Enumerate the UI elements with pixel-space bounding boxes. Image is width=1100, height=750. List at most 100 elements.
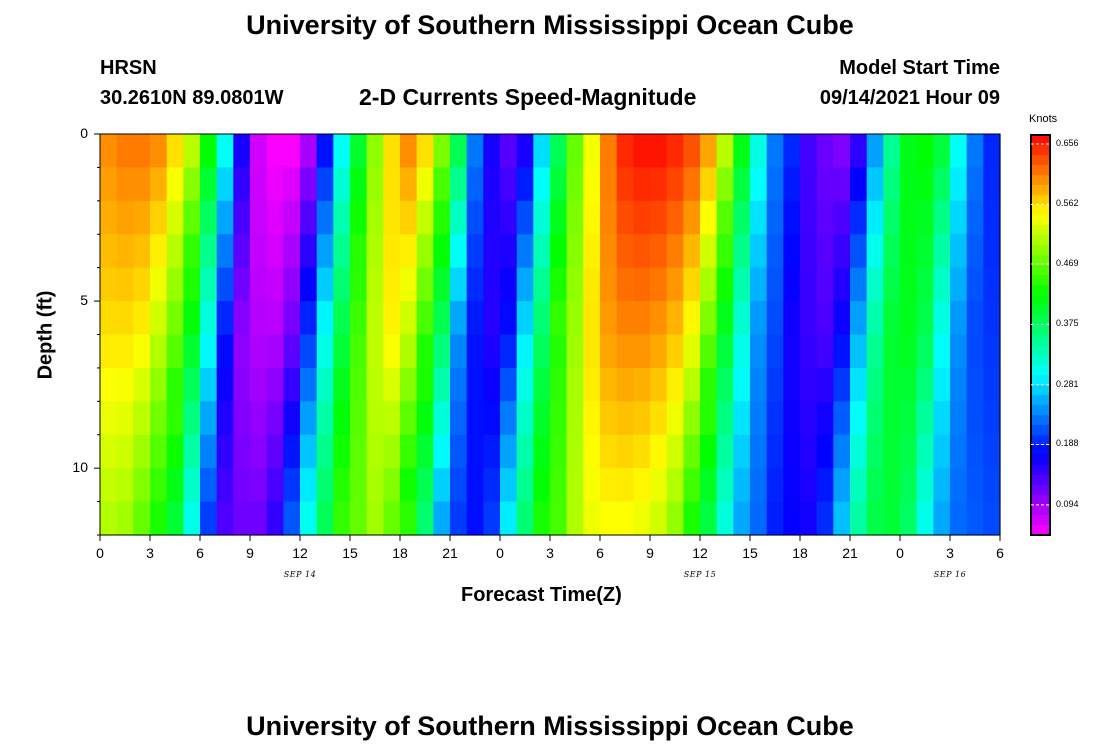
heatmap-cell bbox=[666, 234, 684, 269]
heatmap-cell bbox=[500, 267, 518, 302]
heatmap-cell bbox=[683, 468, 701, 503]
heatmap-cell bbox=[833, 301, 851, 336]
station-name: HRSN bbox=[100, 57, 157, 79]
heatmap-cell bbox=[550, 200, 568, 235]
page-title: University of Southern Mississippi Ocean… bbox=[246, 10, 854, 40]
heatmap-cell bbox=[150, 501, 168, 536]
heatmap-cell bbox=[266, 334, 284, 369]
heatmap-cell bbox=[900, 468, 918, 503]
heatmap-cell bbox=[950, 501, 968, 536]
heatmap-cell bbox=[733, 267, 751, 302]
colorbar-tick-label: 0.094 bbox=[1056, 498, 1079, 509]
x-tick-label: 0 bbox=[896, 545, 904, 561]
heatmap-cell bbox=[450, 267, 468, 302]
heatmap-cell bbox=[983, 200, 1001, 235]
heatmap-cell bbox=[983, 334, 1001, 369]
footer-title: University of Southern Mississippi Ocean… bbox=[246, 711, 854, 741]
heatmap-cell bbox=[483, 167, 501, 202]
heatmap-cell bbox=[616, 267, 634, 302]
heatmap-cell bbox=[166, 267, 184, 302]
heatmap-cell bbox=[600, 367, 618, 402]
heatmap-cell bbox=[283, 401, 301, 436]
heatmap-cell bbox=[833, 434, 851, 469]
heatmap-cell bbox=[766, 301, 784, 336]
heatmap-cell bbox=[500, 167, 518, 202]
heatmap-cell bbox=[600, 167, 618, 202]
heatmap-cell bbox=[666, 501, 684, 536]
heatmap-cell bbox=[300, 200, 318, 235]
heatmap-cell bbox=[800, 200, 818, 235]
heatmap-cell bbox=[366, 301, 384, 336]
heatmap-cell bbox=[716, 134, 734, 169]
heatmap-cell bbox=[600, 501, 618, 536]
heatmap-cell bbox=[950, 401, 968, 436]
heatmap-cell bbox=[733, 334, 751, 369]
heatmap-cell bbox=[833, 501, 851, 536]
heatmap-cell bbox=[350, 367, 368, 402]
heatmap-cell bbox=[583, 334, 601, 369]
x-tick-label: 12 bbox=[692, 545, 708, 561]
heatmap-cell bbox=[783, 468, 801, 503]
heatmap-cell bbox=[550, 334, 568, 369]
heatmap-cell bbox=[566, 434, 584, 469]
heatmap-cell bbox=[633, 301, 651, 336]
heatmap-cell bbox=[533, 367, 551, 402]
heatmap-cell bbox=[516, 134, 534, 169]
heatmap-cell bbox=[200, 234, 218, 269]
heatmap-cell bbox=[416, 501, 434, 536]
heatmap-cell bbox=[650, 134, 668, 169]
heatmap-cell bbox=[316, 267, 334, 302]
heatmap-cell bbox=[266, 401, 284, 436]
heatmap-cell bbox=[300, 334, 318, 369]
heatmap-cell bbox=[333, 200, 351, 235]
heatmap-cell bbox=[816, 434, 834, 469]
heatmap-cell bbox=[566, 501, 584, 536]
heatmap-cell bbox=[866, 267, 884, 302]
heatmap-cell bbox=[100, 501, 118, 536]
heatmap-cell bbox=[116, 401, 134, 436]
heatmap-cell bbox=[733, 134, 751, 169]
heatmap-cell bbox=[450, 334, 468, 369]
heatmap-cell bbox=[133, 167, 151, 202]
heatmap-cell bbox=[583, 367, 601, 402]
heatmap-cell bbox=[483, 334, 501, 369]
heatmap-cell bbox=[366, 267, 384, 302]
heatmap-cell bbox=[433, 367, 451, 402]
heatmap-cell bbox=[916, 134, 934, 169]
heatmap-cell bbox=[933, 367, 951, 402]
heatmap-cell bbox=[300, 367, 318, 402]
x-tick-label: 3 bbox=[546, 545, 554, 561]
heatmap-cell bbox=[533, 401, 551, 436]
heatmap-cell bbox=[466, 468, 484, 503]
heatmap-cell bbox=[366, 134, 384, 169]
heatmap-cell bbox=[866, 234, 884, 269]
heatmap-cell bbox=[816, 367, 834, 402]
heatmap-cell bbox=[200, 501, 218, 536]
heatmap-cell bbox=[416, 468, 434, 503]
heatmap-cell bbox=[400, 468, 418, 503]
colorbar-segment bbox=[1031, 475, 1050, 486]
heatmap-cell bbox=[600, 468, 618, 503]
heatmap-cell bbox=[150, 200, 168, 235]
heatmap-cell bbox=[466, 501, 484, 536]
heatmap-cell bbox=[766, 501, 784, 536]
heatmap-cell bbox=[400, 367, 418, 402]
heatmap-cell bbox=[600, 301, 618, 336]
heatmap-cell bbox=[650, 401, 668, 436]
heatmap-cell bbox=[566, 367, 584, 402]
heatmap-cell bbox=[133, 301, 151, 336]
colorbar-segment bbox=[1031, 515, 1050, 526]
heatmap-cell bbox=[150, 267, 168, 302]
heatmap-cell bbox=[766, 134, 784, 169]
heatmap-cell bbox=[700, 367, 718, 402]
heatmap-cell bbox=[600, 234, 618, 269]
heatmap-cell bbox=[716, 334, 734, 369]
heatmap-cell bbox=[433, 134, 451, 169]
heatmap-cell bbox=[266, 301, 284, 336]
heatmap-cell bbox=[800, 401, 818, 436]
heatmap-cell bbox=[550, 501, 568, 536]
heatmap-cell bbox=[233, 134, 251, 169]
heatmap-cell bbox=[516, 367, 534, 402]
heatmap-cell bbox=[683, 267, 701, 302]
heatmap-cell bbox=[100, 234, 118, 269]
